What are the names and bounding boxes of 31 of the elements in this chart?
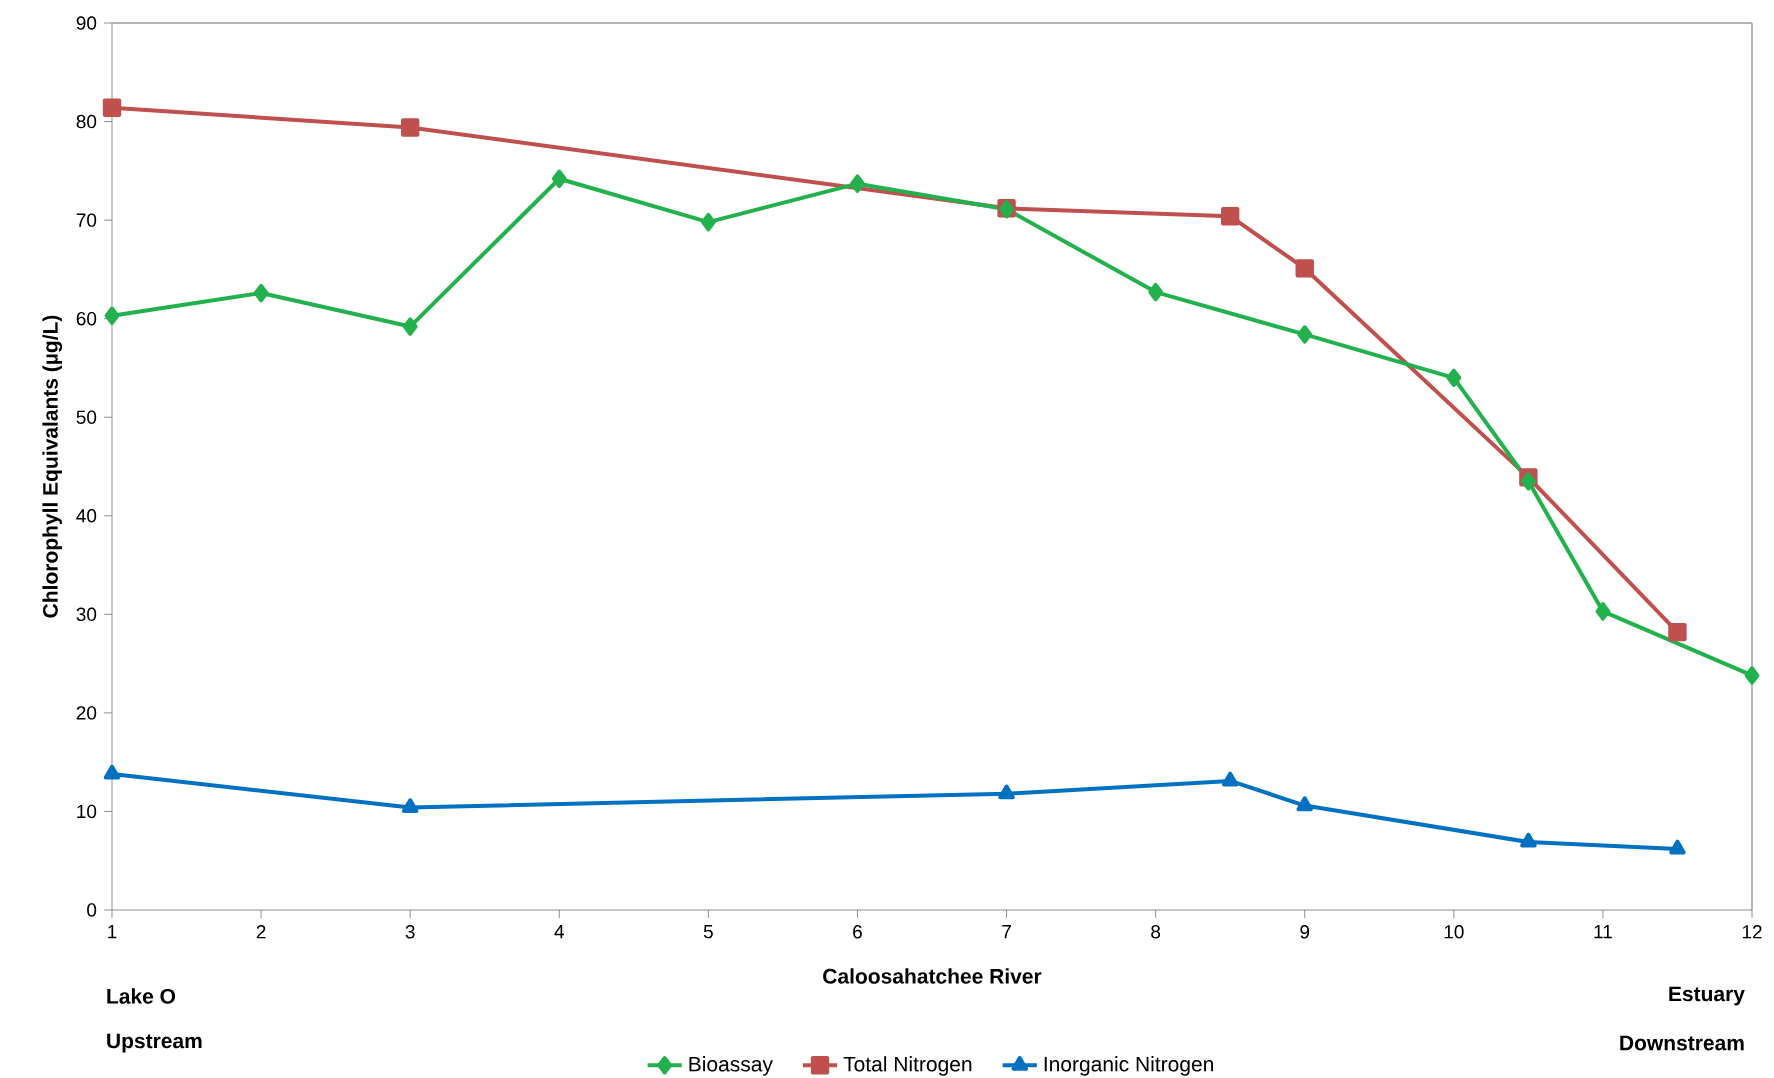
x-tick-label: 8: [1151, 925, 1161, 939]
legend-label: Total Nitrogen: [843, 1056, 972, 1076]
x-tick-label: 1: [108, 925, 117, 939]
text: Estuary: [1669, 986, 1745, 1006]
text: Upstream: [107, 1033, 202, 1053]
x-tick-label: 7: [1002, 925, 1011, 939]
y-tick-label: 70: [76, 213, 97, 227]
y-tick-label: 40: [76, 509, 97, 523]
y-tick-label: 0: [87, 903, 97, 917]
y-tick-label: 30: [76, 607, 97, 622]
x-tick-label: 4: [554, 925, 564, 939]
y-tick-label: 90: [76, 16, 97, 30]
x-tick-label: 9: [1300, 925, 1310, 939]
text: Downstream: [1620, 1035, 1744, 1051]
y-tick-label: 80: [76, 114, 97, 129]
legend-label: Inorganic Nitrogen: [1044, 1056, 1213, 1076]
y-tick-label: 20: [76, 706, 97, 720]
x-tick-label: 11: [1594, 925, 1612, 939]
y-tick-label: 60: [76, 311, 97, 326]
x-tick-label: 5: [703, 925, 713, 939]
x-tick-label: 12: [1742, 925, 1762, 939]
x-tick-label: 10: [1444, 925, 1464, 939]
text: Lake O: [107, 988, 176, 1004]
x-tick-label: 3: [405, 925, 415, 939]
x-tick-label: 2: [256, 925, 266, 939]
y-tick-label: 50: [76, 410, 97, 424]
x-axis-title: Caloosahatchee River: [823, 968, 1042, 984]
y-tick-label: 10: [77, 804, 97, 819]
legend-label: Bioassay: [689, 1056, 773, 1076]
y-axis-title: Chlorophyll Equivalants (µg/L): [42, 315, 63, 618]
x-tick-label: 6: [853, 925, 862, 939]
